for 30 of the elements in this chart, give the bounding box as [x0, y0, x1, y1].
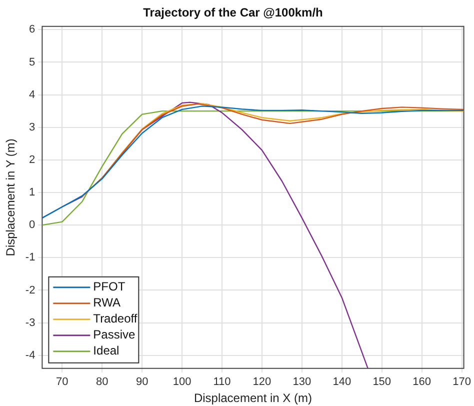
y-tick-label: 4 — [29, 88, 36, 101]
x-tick-label: 140 — [332, 376, 352, 388]
y-axis-title: Displacement in Y (m) — [4, 138, 18, 256]
y-tick-label: -4 — [25, 349, 36, 362]
legend-label: PFOT — [93, 280, 126, 294]
x-tick-label: 150 — [372, 376, 392, 388]
x-tick-label: 90 — [136, 376, 148, 388]
legend-label: Passive — [93, 328, 136, 342]
y-tick-label: 0 — [29, 219, 36, 232]
x-tick-label: 130 — [292, 376, 312, 388]
x-axis-title: Displacement in X (m) — [194, 391, 312, 406]
legend-label: Tradeoff — [93, 312, 138, 326]
y-tick-label: -2 — [25, 284, 36, 296]
y-tick-label: 6 — [29, 24, 36, 36]
y-tick-label: 1 — [29, 186, 36, 199]
y-tick-label: -3 — [25, 316, 36, 329]
chart-title: Trajectory of the Car @100km/h — [143, 6, 323, 20]
x-tick-label: 100 — [172, 376, 192, 388]
legend-label: RWA — [93, 296, 121, 310]
y-tick-label: 2 — [29, 154, 36, 166]
x-tick-label: 160 — [412, 376, 432, 388]
y-tick-label: 3 — [29, 121, 36, 134]
y-tick-label: -1 — [25, 252, 36, 264]
x-tick-label: 170 — [452, 376, 471, 388]
x-tick-label: 80 — [96, 376, 108, 388]
x-tick-label: 110 — [213, 376, 231, 388]
legend-label: Ideal — [93, 344, 120, 358]
x-tick-label: 70 — [56, 376, 68, 388]
y-tick-label: 5 — [29, 56, 36, 68]
x-tick-label: 120 — [252, 376, 272, 388]
